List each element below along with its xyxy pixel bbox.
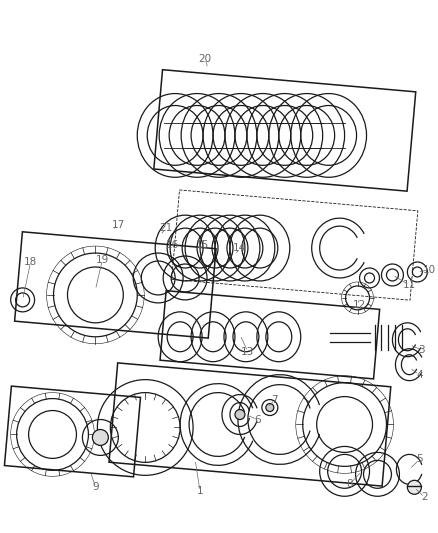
Text: 17: 17: [112, 220, 125, 230]
Text: 2: 2: [421, 492, 427, 502]
Text: 9: 9: [92, 482, 99, 492]
Text: 16: 16: [166, 240, 179, 250]
Circle shape: [266, 403, 274, 411]
Text: 21: 21: [159, 223, 173, 233]
Text: 19: 19: [96, 255, 109, 265]
Text: 8: 8: [346, 479, 353, 489]
Text: 11: 11: [403, 280, 416, 290]
Text: 14: 14: [233, 243, 247, 253]
Circle shape: [235, 409, 245, 419]
Text: 6: 6: [254, 415, 261, 424]
Text: 12: 12: [353, 300, 366, 310]
Text: 10: 10: [423, 265, 436, 275]
Text: 4: 4: [416, 370, 423, 379]
Text: 7: 7: [272, 394, 278, 405]
Text: 15: 15: [195, 240, 208, 250]
Text: 20: 20: [198, 54, 212, 63]
Text: 18: 18: [24, 257, 37, 267]
Text: 3: 3: [418, 345, 425, 355]
Circle shape: [92, 430, 108, 446]
Text: 13: 13: [241, 347, 254, 357]
Circle shape: [407, 480, 421, 494]
Text: 1: 1: [197, 486, 203, 496]
Text: 5: 5: [416, 455, 423, 464]
